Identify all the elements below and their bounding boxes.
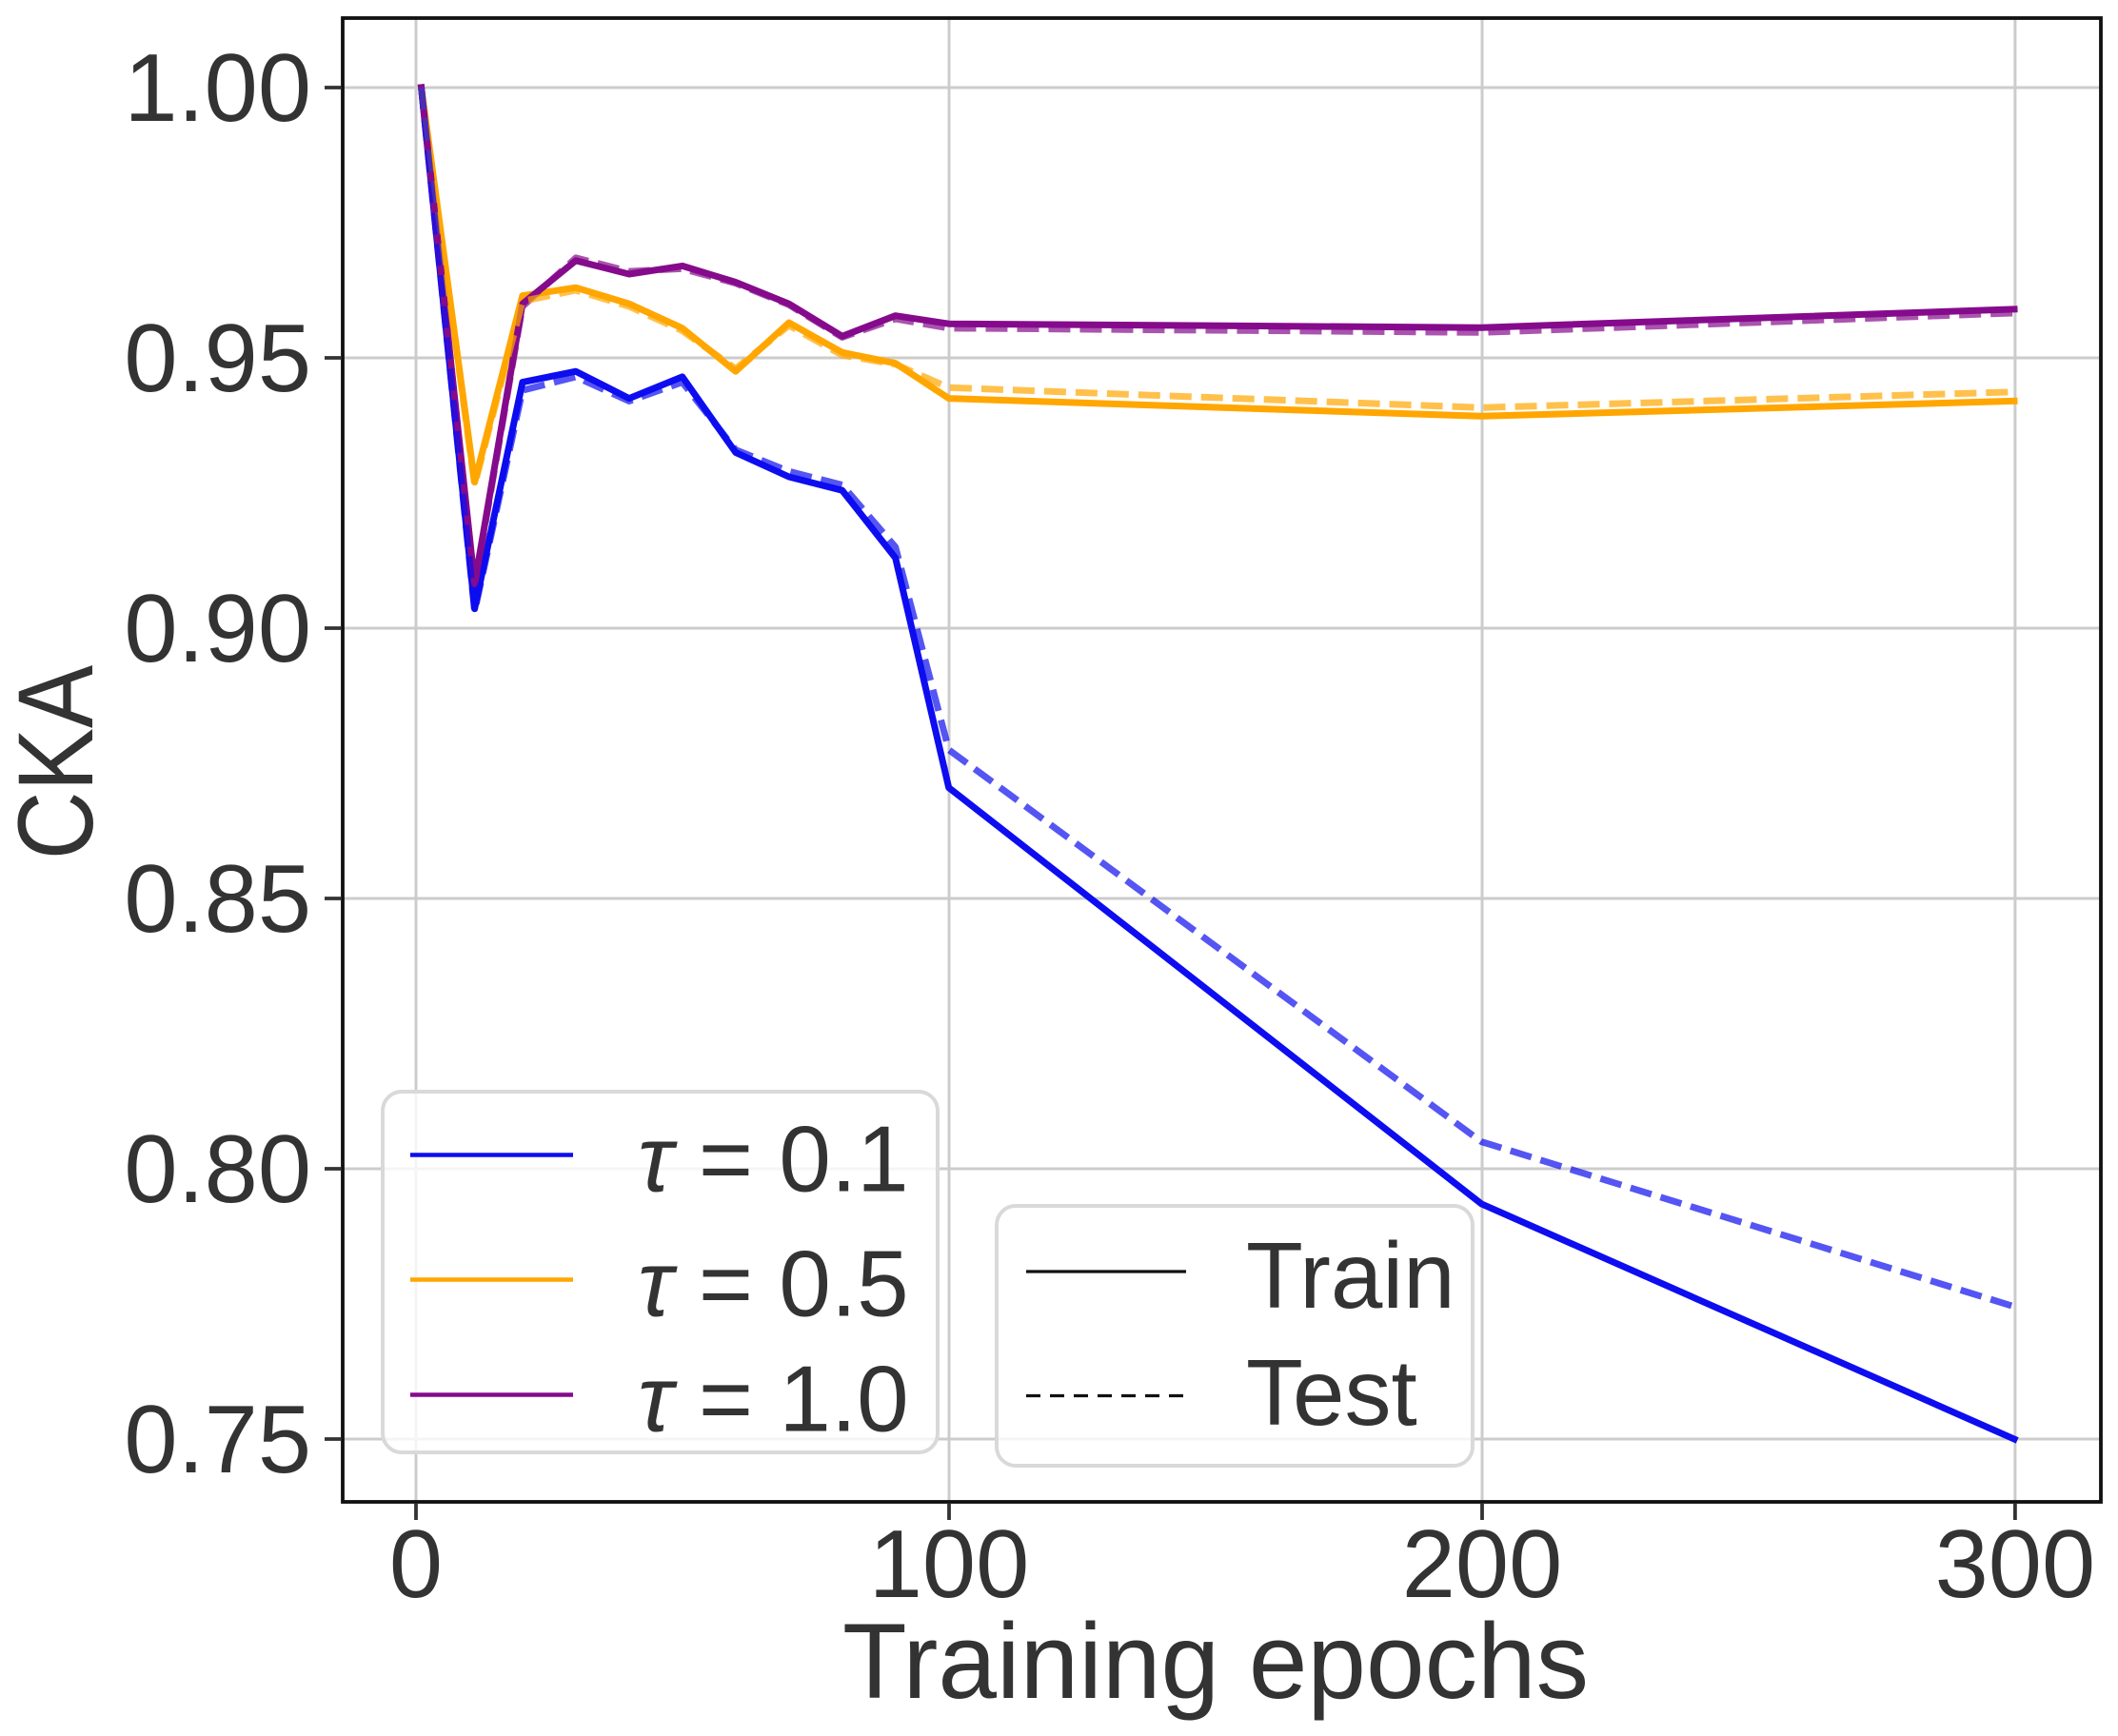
svg-text:0.95: 0.95 [124,306,311,412]
svg-text:0.85: 0.85 [124,846,311,953]
svg-text:0.90: 0.90 [124,576,311,682]
svg-text:100: 100 [869,1511,1030,1618]
svg-text:Train: Train [1246,1223,1455,1328]
svg-text:300: 300 [1935,1511,2096,1618]
svg-text:0: 0 [389,1511,443,1618]
svg-text:0.75: 0.75 [124,1387,311,1493]
svg-text:200: 200 [1402,1511,1563,1618]
svg-text:Training epochs: Training epochs [842,1602,1589,1721]
svg-text:τ = 0.5: τ = 0.5 [638,1232,909,1336]
svg-text:1.00: 1.00 [124,35,311,142]
svg-text:Test: Test [1246,1340,1417,1445]
svg-text:0.80: 0.80 [124,1116,311,1223]
svg-text:CKA: CKA [0,664,115,859]
svg-text:τ = 0.1: τ = 0.1 [638,1107,909,1212]
svg-text:τ = 1.0: τ = 1.0 [638,1347,909,1451]
